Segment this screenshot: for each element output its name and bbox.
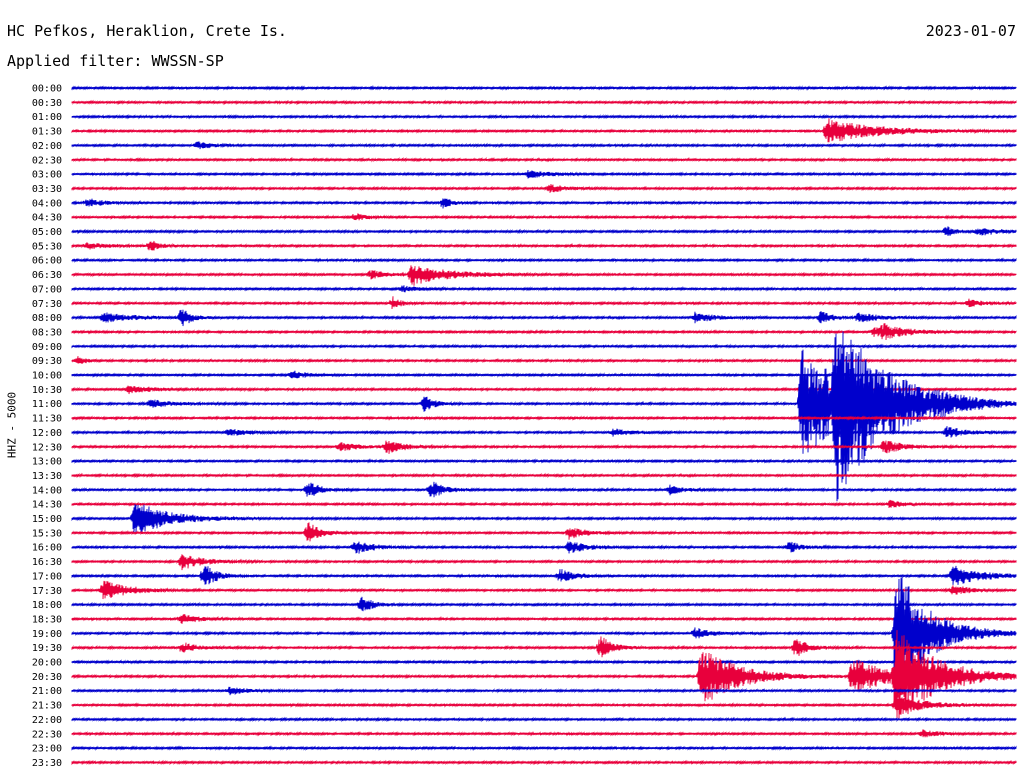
row-time-label: 05:00 — [32, 227, 62, 238]
seismogram-trace — [71, 522, 1017, 542]
row-time-label: 02:30 — [32, 155, 62, 166]
row-time-label: 06:00 — [32, 256, 62, 267]
row-time-label: 18:00 — [32, 600, 62, 611]
row-time-label: 13:30 — [32, 471, 62, 482]
seismogram-trace — [71, 636, 1017, 658]
station-title: HC Pefkos, Heraklion, Crete Is. — [7, 22, 287, 40]
row-time-label: 22:00 — [32, 715, 62, 726]
row-time-label: 03:30 — [32, 184, 62, 195]
row-time-label: 00:30 — [32, 98, 62, 109]
row-time-label: 19:30 — [32, 643, 62, 654]
seismogram-trace — [71, 458, 1017, 464]
row-time-label: 07:30 — [32, 299, 62, 310]
row-time-label: 17:30 — [32, 586, 62, 597]
row-time-label: 21:30 — [32, 701, 62, 712]
row-time-label: 16:00 — [32, 543, 62, 554]
row-time-label: 02:00 — [32, 141, 62, 152]
row-time-label: 08:30 — [32, 327, 62, 338]
row-time-label: 09:00 — [32, 342, 62, 353]
filter-label: Applied filter: WWSSN-SP — [7, 52, 224, 70]
row-time-label: 10:30 — [32, 385, 62, 396]
row-time-label: 05:30 — [32, 241, 62, 252]
row-time-label: 10:00 — [32, 371, 62, 382]
row-time-label: 06:30 — [32, 270, 62, 281]
row-time-label: 17:00 — [32, 571, 62, 582]
row-time-label: 21:00 — [32, 686, 62, 697]
date-label: 2023-01-07 — [925, 22, 1016, 40]
seismogram-trace — [71, 118, 1017, 143]
row-time-label: 13:00 — [32, 457, 62, 468]
row-time-label: 01:30 — [32, 127, 62, 138]
row-time-label: 03:00 — [32, 170, 62, 181]
row-time-label: 09:30 — [32, 356, 62, 367]
row-time-label: 18:30 — [32, 614, 62, 625]
row-time-label: 23:00 — [32, 744, 62, 755]
row-time-label: 04:30 — [32, 213, 62, 224]
seismogram-trace — [71, 265, 1017, 286]
row-time-label: 20:30 — [32, 672, 62, 683]
row-time-label: 19:00 — [32, 629, 62, 640]
row-time-label: 04:00 — [32, 198, 62, 209]
row-time-label: 11:30 — [32, 414, 62, 425]
row-time-label: 16:30 — [32, 557, 62, 568]
row-time-label: 22:30 — [32, 729, 62, 740]
row-time-label: 07:00 — [32, 284, 62, 295]
row-time-label: 11:00 — [32, 399, 62, 410]
row-time-label: 00:00 — [32, 84, 62, 95]
row-time-label: 12:00 — [32, 428, 62, 439]
row-time-label: 15:00 — [32, 514, 62, 525]
row-time-label: 20:00 — [32, 658, 62, 669]
row-time-label: 01:00 — [32, 112, 62, 123]
row-time-label: 14:00 — [32, 485, 62, 496]
seismogram-trace — [71, 99, 1017, 106]
row-time-label: 12:30 — [32, 442, 62, 453]
row-time-label: 08:00 — [32, 313, 62, 324]
row-time-label: 15:30 — [32, 528, 62, 539]
row-time-label: 23:30 — [32, 758, 62, 769]
row-time-label: 14:30 — [32, 500, 62, 511]
